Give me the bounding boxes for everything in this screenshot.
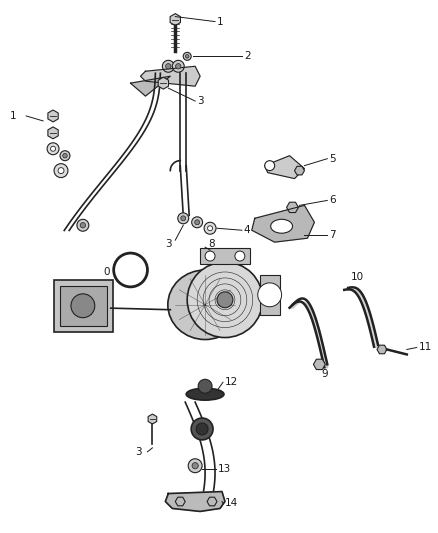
Polygon shape [377, 345, 387, 354]
Circle shape [191, 418, 213, 440]
Circle shape [181, 216, 186, 221]
Circle shape [204, 222, 216, 234]
Polygon shape [175, 497, 185, 506]
Text: 8: 8 [208, 239, 215, 249]
Circle shape [235, 251, 245, 261]
Ellipse shape [271, 219, 293, 233]
Text: 0: 0 [104, 267, 110, 277]
Polygon shape [48, 127, 58, 139]
Circle shape [188, 459, 202, 473]
Polygon shape [165, 491, 225, 512]
Polygon shape [314, 359, 325, 369]
Circle shape [172, 60, 184, 72]
Circle shape [196, 423, 208, 435]
Circle shape [80, 223, 85, 228]
Circle shape [77, 219, 89, 231]
Text: 3: 3 [135, 447, 142, 457]
Circle shape [205, 251, 215, 261]
Text: 13: 13 [218, 464, 231, 474]
Text: 9: 9 [321, 369, 328, 379]
Circle shape [71, 294, 95, 318]
Polygon shape [207, 497, 217, 506]
Polygon shape [294, 166, 304, 175]
Circle shape [187, 262, 263, 337]
Text: 7: 7 [329, 230, 336, 240]
Text: 6: 6 [329, 196, 336, 205]
FancyBboxPatch shape [54, 280, 113, 332]
Polygon shape [252, 205, 314, 242]
Polygon shape [265, 156, 304, 179]
FancyBboxPatch shape [60, 286, 107, 326]
Circle shape [162, 60, 174, 72]
Circle shape [63, 154, 67, 158]
Circle shape [194, 220, 200, 225]
Text: 12: 12 [225, 377, 238, 387]
Polygon shape [141, 66, 200, 86]
Circle shape [60, 151, 70, 160]
Circle shape [178, 213, 189, 224]
Text: 3: 3 [197, 96, 204, 106]
FancyBboxPatch shape [200, 248, 250, 264]
Text: 1: 1 [217, 17, 224, 27]
Text: 5: 5 [329, 154, 336, 164]
Polygon shape [286, 202, 298, 213]
Polygon shape [158, 77, 169, 89]
Polygon shape [131, 76, 170, 96]
Circle shape [166, 63, 171, 69]
Circle shape [50, 146, 56, 151]
Circle shape [47, 143, 59, 155]
Circle shape [176, 63, 181, 69]
Circle shape [114, 253, 148, 287]
Circle shape [192, 463, 198, 469]
Polygon shape [148, 414, 157, 424]
FancyBboxPatch shape [260, 275, 279, 314]
Text: 11: 11 [419, 343, 432, 352]
Circle shape [185, 54, 189, 58]
Polygon shape [170, 14, 180, 26]
Text: 3: 3 [165, 239, 172, 249]
Ellipse shape [168, 270, 242, 340]
Circle shape [208, 226, 212, 231]
Text: 10: 10 [351, 272, 364, 282]
Text: 4: 4 [244, 225, 251, 235]
Circle shape [258, 283, 282, 307]
Polygon shape [48, 110, 58, 122]
Text: 1: 1 [9, 111, 16, 121]
Circle shape [265, 160, 275, 171]
Circle shape [54, 164, 68, 177]
Text: 14: 14 [225, 498, 238, 508]
Text: 2: 2 [244, 51, 251, 61]
Circle shape [198, 379, 212, 393]
Circle shape [183, 52, 191, 60]
Circle shape [58, 168, 64, 174]
Ellipse shape [186, 388, 224, 400]
Circle shape [217, 292, 233, 308]
Circle shape [192, 217, 203, 228]
